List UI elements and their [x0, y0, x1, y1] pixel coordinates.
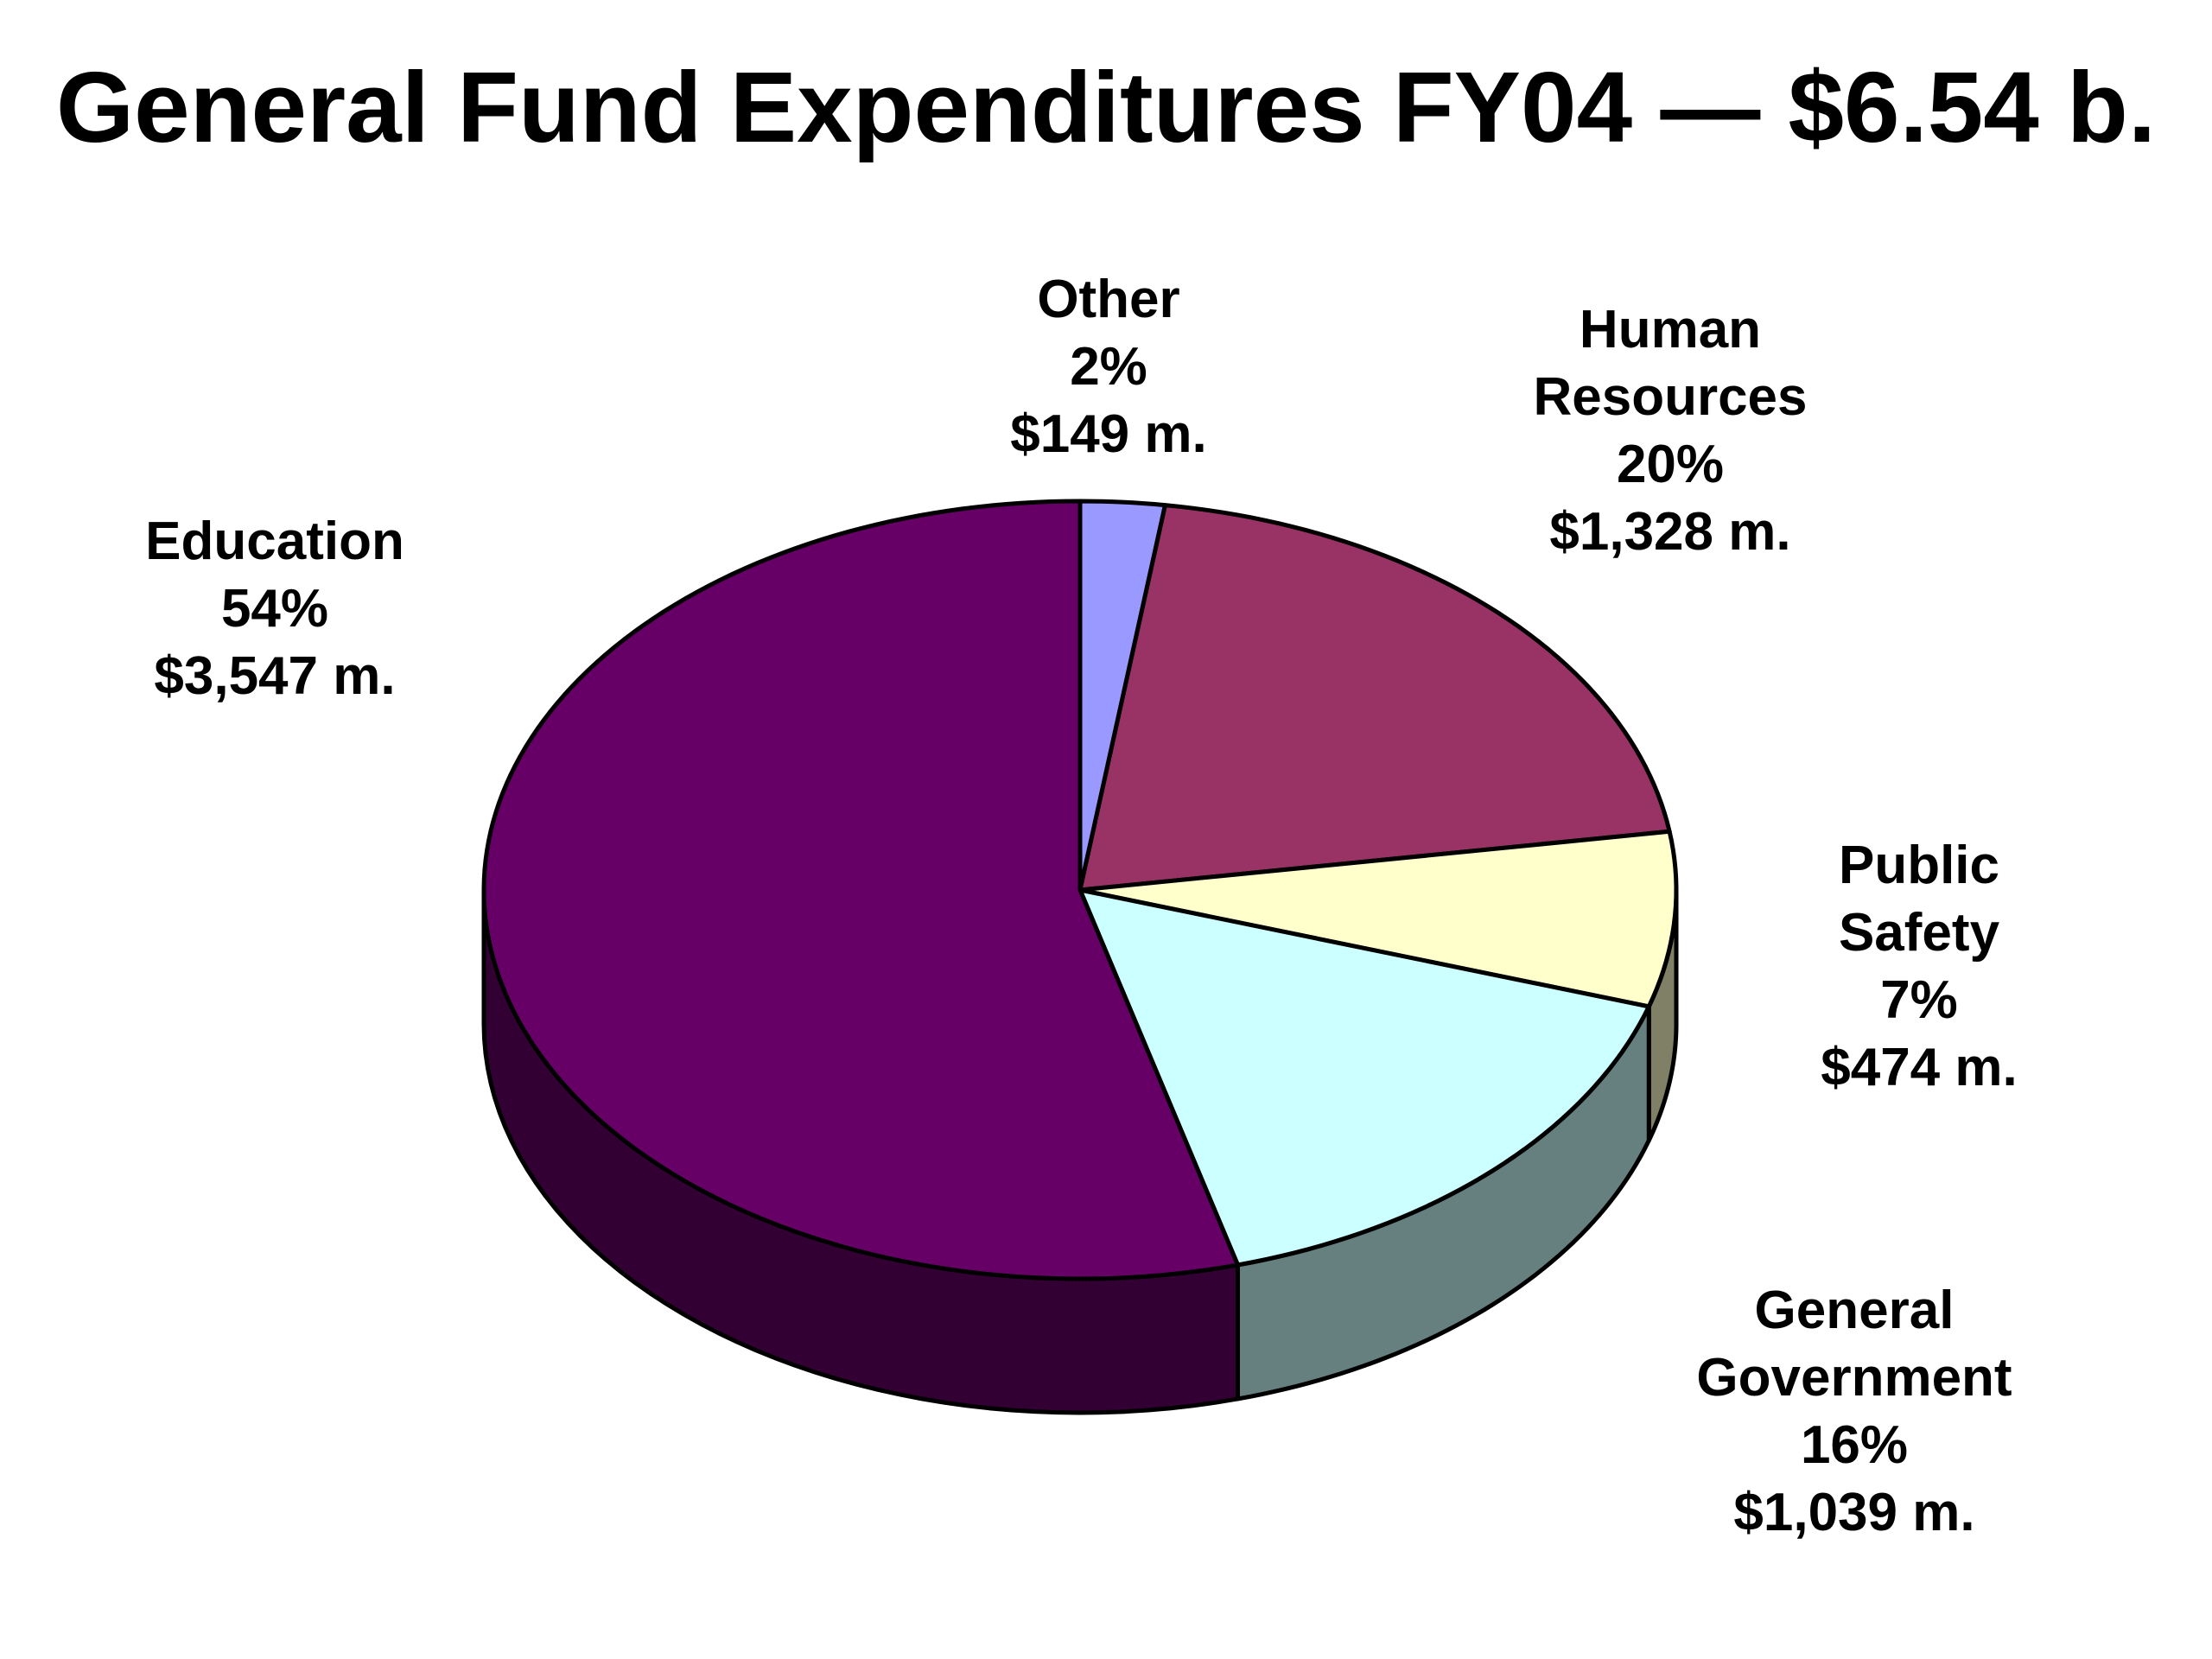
- slice-percent: 16%: [1800, 1415, 1909, 1475]
- slice-name-line-2: Government: [1696, 1348, 2012, 1408]
- slice-percent: 2%: [1070, 337, 1147, 397]
- slice-name-line-1: Education: [145, 512, 404, 571]
- chart-title: General Fund Expenditures FY04 — $6.54 b…: [55, 51, 2157, 163]
- slice-amount: $3,547 m.: [154, 646, 396, 706]
- slice-name-line-2: Safety: [1838, 903, 2000, 963]
- slice-percent: 20%: [1616, 435, 1725, 494]
- slice-name-line-1: General: [1754, 1281, 1955, 1340]
- slice-amount: $149 m.: [1010, 404, 1207, 464]
- pie-top-faces: [481, 499, 1679, 1281]
- slice-amount: $1,039 m.: [1733, 1483, 1975, 1542]
- slice-percent: 7%: [1880, 970, 1958, 1030]
- slice-name-line-2: Resources: [1533, 367, 1808, 427]
- pie-slice-public-safety: [1077, 829, 1679, 1009]
- slice-label-human-resources: Human Resources 20% $1,328 m.: [1368, 296, 1973, 566]
- slice-name-line-1: Other: [1037, 270, 1180, 329]
- slice-label-education: Education 54% $3,547 m.: [0, 508, 577, 710]
- slice-label-other: Other 2% $149 m.: [806, 266, 1411, 468]
- pie-slice-general-government: [1077, 887, 1651, 1268]
- slice-amount: $474 m.: [1821, 1038, 2018, 1097]
- slice-name-line-1: Public: [1838, 836, 2000, 895]
- slice-percent: 54%: [220, 579, 329, 639]
- slice-name-line-1: Human: [1579, 300, 1762, 359]
- pie-slice-human-resources: [1077, 503, 1672, 893]
- slice-label-general-government: General Government 16% $1,039 m.: [1552, 1277, 2157, 1547]
- slice-amount: $1,328 m.: [1549, 502, 1791, 562]
- pie-slice-education: [481, 499, 1241, 1281]
- slice-label-public-safety: Public Safety 7% $474 m.: [1617, 832, 2212, 1102]
